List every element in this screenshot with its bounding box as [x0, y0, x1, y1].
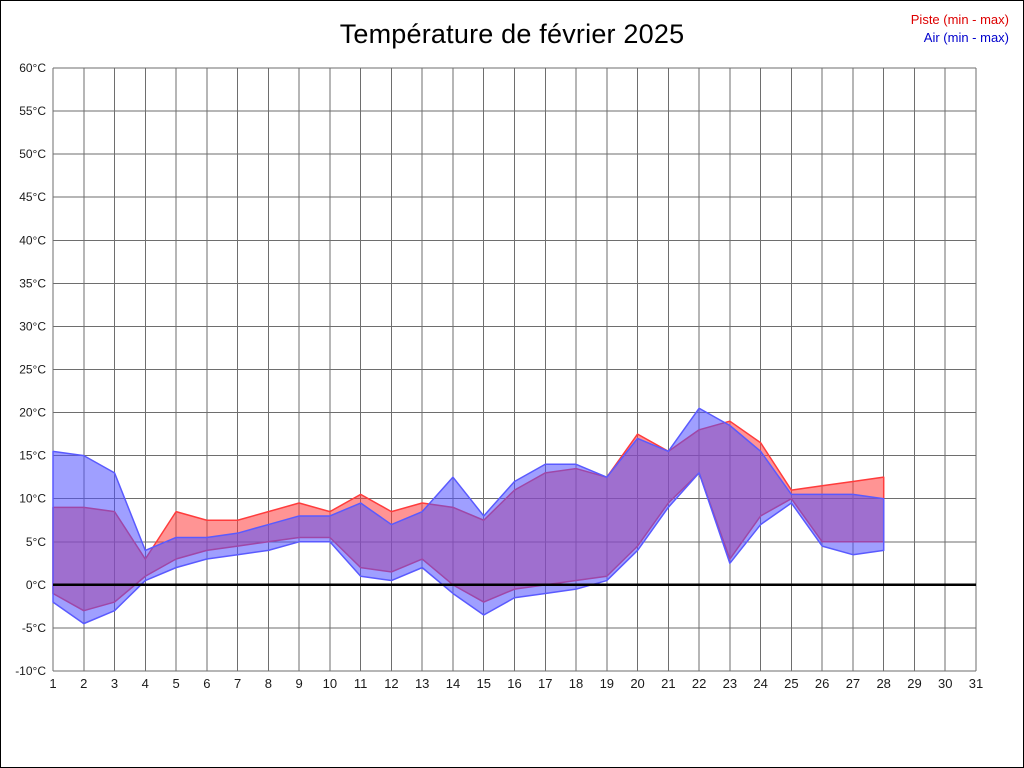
x-tick-label: 18: [569, 676, 583, 691]
y-tick-label: 30°C: [19, 319, 46, 333]
y-tick-label: -5°C: [22, 621, 46, 635]
x-tick-label: 31: [969, 676, 983, 691]
y-tick-label: 25°C: [19, 363, 46, 377]
x-tick-label: 27: [846, 676, 860, 691]
x-tick-label: 21: [661, 676, 675, 691]
x-tick-label: 9: [296, 676, 303, 691]
x-tick-label: 25: [784, 676, 798, 691]
x-tick-label: 6: [203, 676, 210, 691]
x-tick-label: 26: [815, 676, 829, 691]
y-tick-label: 0°C: [26, 578, 46, 592]
x-tick-label: 16: [507, 676, 521, 691]
x-tick-label: 17: [538, 676, 552, 691]
x-tick-label: 3: [111, 676, 118, 691]
y-tick-label: 50°C: [19, 147, 46, 161]
x-tick-label: 19: [600, 676, 614, 691]
x-tick-label: 23: [723, 676, 737, 691]
y-tick-label: 15°C: [19, 449, 46, 463]
x-tick-label: 12: [384, 676, 398, 691]
legend-air-label: Air (min - max): [923, 30, 1009, 45]
x-tick-label: 11: [354, 676, 368, 691]
y-tick-label: -10°C: [15, 664, 46, 678]
x-tick-label: 4: [142, 676, 149, 691]
x-tick-label: 8: [265, 676, 272, 691]
x-tick-label: 29: [907, 676, 921, 691]
legend: Piste (min - max) Air (min - max): [911, 11, 1009, 47]
x-tick-label: 30: [938, 676, 952, 691]
x-tick-label: 24: [753, 676, 767, 691]
y-tick-label: 55°C: [19, 104, 46, 118]
x-tick-label: 15: [476, 676, 490, 691]
legend-piste-label: Piste (min - max): [910, 12, 1009, 27]
x-tick-label: 14: [446, 676, 460, 691]
y-tick-label: 60°C: [19, 61, 46, 75]
x-tick-label: 28: [876, 676, 890, 691]
x-tick-label: 20: [630, 676, 644, 691]
x-tick-label: 13: [415, 676, 429, 691]
air-band: [52, 407, 885, 625]
y-tick-label: 5°C: [26, 535, 46, 549]
y-tick-label: 20°C: [19, 406, 46, 420]
x-tick-label: 1: [49, 676, 56, 691]
x-tick-label: 2: [80, 676, 87, 691]
y-tick-label: 10°C: [19, 492, 46, 506]
y-tick-label: 45°C: [19, 190, 46, 204]
x-tick-label: 7: [234, 676, 241, 691]
x-tick-label: 5: [172, 676, 179, 691]
x-tick-label: 10: [323, 676, 337, 691]
y-tick-label: 35°C: [19, 276, 46, 290]
chart-title: Température de février 2025: [339, 19, 685, 49]
y-tick-label: 40°C: [19, 233, 46, 247]
x-tick-label: 22: [692, 676, 706, 691]
